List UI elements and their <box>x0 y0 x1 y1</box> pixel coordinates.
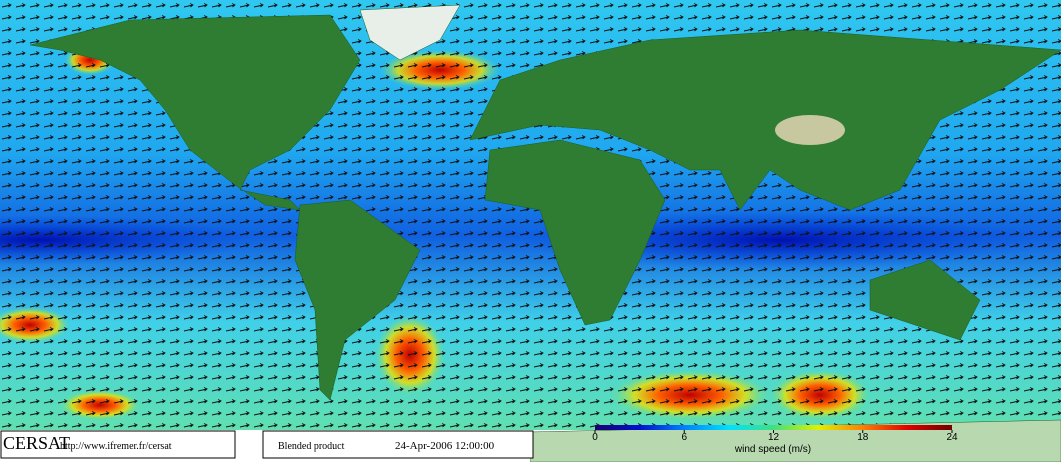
south-america <box>294 199 421 401</box>
colorbar: wind speed (m/s) 0 6 12 18 24 <box>592 425 958 455</box>
colorbar-tick-label: 24 <box>946 432 958 443</box>
colorbar-tick-label: 12 <box>768 432 780 443</box>
colorbar-label: wind speed (m/s) <box>734 444 811 455</box>
eurasia <box>469 29 1061 211</box>
logo: CERSAT <box>3 433 70 453</box>
url: http://www.ifremer.fr/cersat <box>60 441 172 452</box>
africa <box>484 139 666 326</box>
plateau <box>775 115 845 145</box>
colorbar-tick-label: 18 <box>857 432 869 443</box>
product-box <box>262 430 534 459</box>
colorbar-tick-label: 0 <box>592 432 598 443</box>
land <box>29 4 1061 462</box>
colorbar-scale <box>595 425 952 430</box>
product: Blended product <box>278 441 345 452</box>
date: 24-Apr-2006 12:00:00 <box>395 440 495 452</box>
colorbar-tick-label: 6 <box>681 432 687 443</box>
australia <box>869 259 981 341</box>
greenland <box>359 4 461 61</box>
source-box <box>0 430 236 459</box>
north-america <box>29 14 361 211</box>
